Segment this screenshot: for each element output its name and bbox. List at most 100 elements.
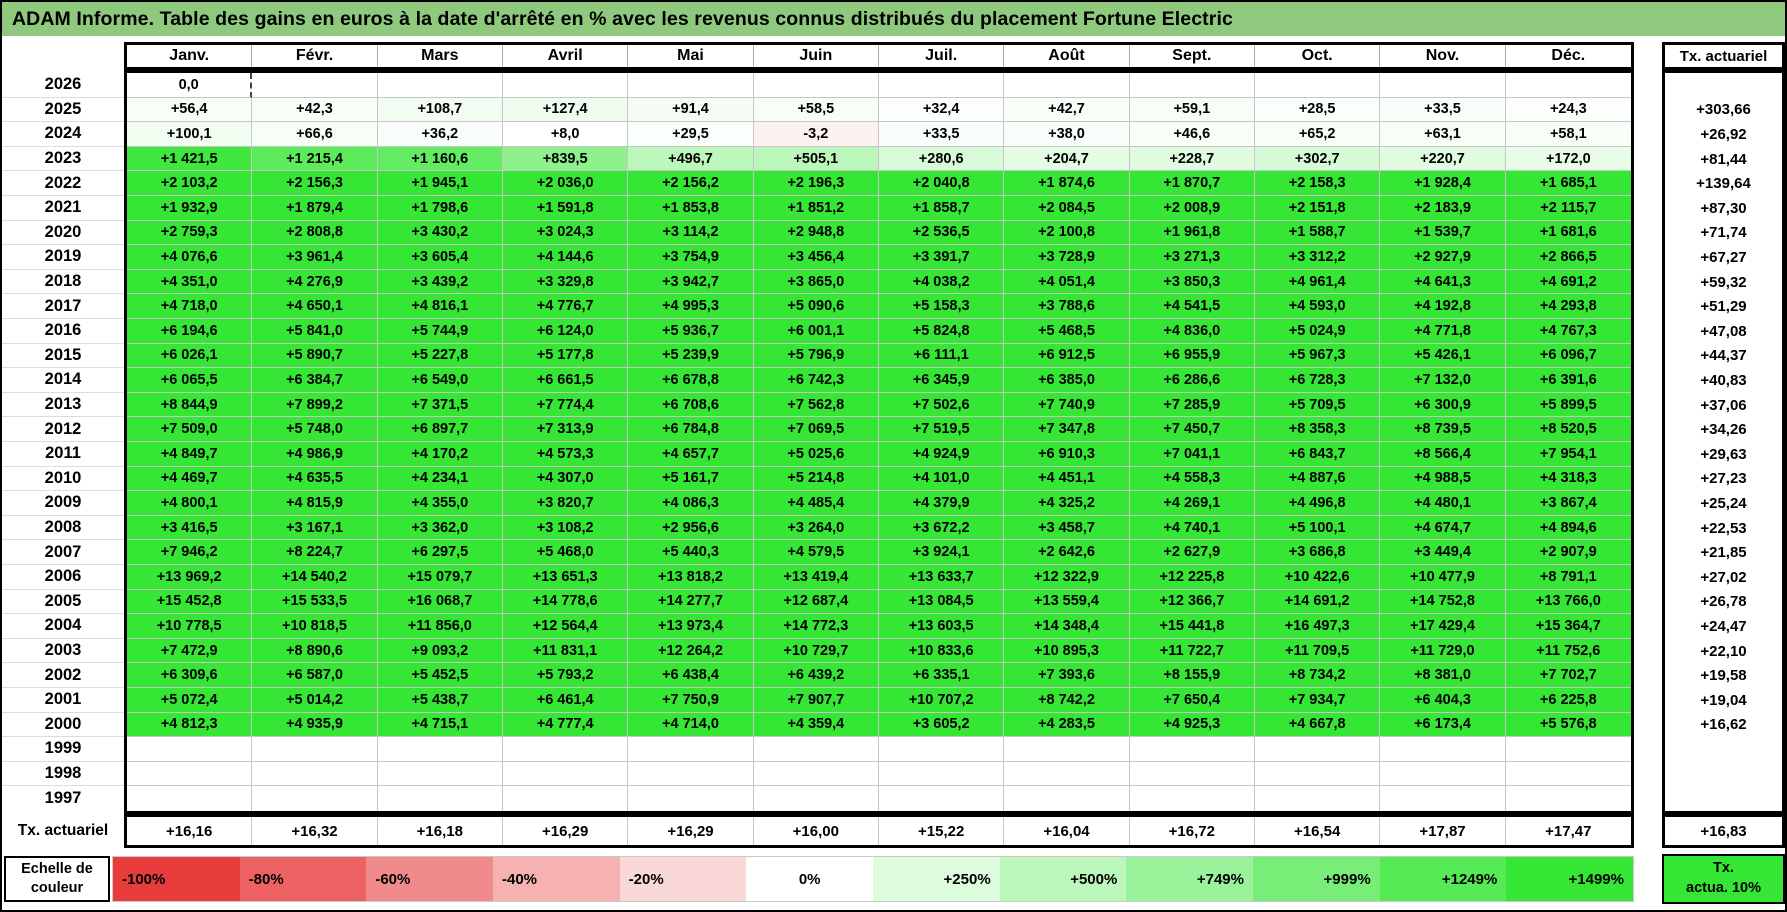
data-cell[interactable]: [127, 761, 253, 787]
data-cell[interactable]: +3 605,2: [879, 712, 1005, 738]
data-cell[interactable]: +7 702,7: [1505, 663, 1631, 688]
tx-actuariel-value[interactable]: +19,04: [1700, 691, 1747, 709]
data-cell[interactable]: [252, 73, 378, 98]
data-cell[interactable]: +91,4: [628, 97, 754, 123]
data-cell[interactable]: +5 426,1: [1380, 343, 1506, 369]
data-cell[interactable]: +3 458,7: [1004, 515, 1130, 541]
data-cell[interactable]: +4 351,0: [127, 269, 253, 295]
data-cell[interactable]: +11 752,6: [1505, 638, 1631, 664]
data-cell[interactable]: +1 421,5: [127, 146, 253, 172]
data-cell[interactable]: +108,7: [377, 97, 503, 123]
tx-actuariel-value[interactable]: +24,47: [1700, 617, 1747, 635]
data-cell[interactable]: +4 359,4: [753, 712, 879, 738]
data-cell[interactable]: +4 777,4: [503, 712, 629, 738]
data-cell[interactable]: +13 818,2: [628, 565, 754, 590]
data-cell[interactable]: +5 161,7: [628, 466, 754, 492]
data-cell[interactable]: +6 173,4: [1380, 712, 1506, 738]
data-cell[interactable]: +4 480,1: [1380, 491, 1506, 516]
data-cell[interactable]: +4 234,1: [377, 466, 503, 492]
data-cell[interactable]: +7 371,5: [377, 392, 503, 418]
data-cell[interactable]: +8 734,2: [1255, 663, 1381, 688]
data-cell[interactable]: +4 650,1: [252, 294, 378, 319]
data-cell[interactable]: +220,7: [1380, 146, 1506, 172]
data-cell[interactable]: +59,1: [1129, 97, 1255, 123]
data-cell[interactable]: +10 422,6: [1255, 565, 1381, 590]
tx-actuariel-value[interactable]: +21,85: [1700, 544, 1747, 562]
data-cell[interactable]: [879, 737, 1005, 762]
data-cell[interactable]: +1 945,1: [377, 171, 503, 196]
data-cell[interactable]: +13 559,4: [1004, 589, 1130, 615]
data-cell[interactable]: +4 144,6: [503, 245, 629, 270]
data-cell[interactable]: +2 103,2: [127, 171, 253, 196]
data-cell[interactable]: +11 729,0: [1380, 638, 1506, 664]
tx-actuariel-value[interactable]: +59,32: [1700, 273, 1747, 291]
data-cell[interactable]: +8 844,9: [127, 392, 253, 418]
data-cell[interactable]: +4 318,3: [1505, 466, 1631, 492]
year-label[interactable]: 2017: [2, 294, 124, 319]
data-cell[interactable]: +11 722,7: [1129, 638, 1255, 664]
data-cell[interactable]: +4 635,5: [252, 466, 378, 492]
data-cell[interactable]: +5 890,7: [252, 343, 378, 369]
data-cell[interactable]: +13 633,7: [879, 565, 1005, 590]
data-cell[interactable]: +4 815,9: [252, 491, 378, 516]
data-cell[interactable]: +7 041,1: [1129, 442, 1255, 467]
data-cell[interactable]: +7 519,5: [879, 417, 1005, 442]
data-cell[interactable]: +127,4: [503, 97, 629, 123]
year-label[interactable]: 2007: [2, 540, 124, 565]
scale-swatch[interactable]: -60%: [366, 857, 493, 901]
data-cell[interactable]: +7 393,6: [1004, 663, 1130, 688]
data-cell[interactable]: +2 036,0: [503, 171, 629, 196]
data-cell[interactable]: +4 849,7: [127, 442, 253, 467]
data-cell[interactable]: [628, 761, 754, 787]
data-cell[interactable]: +5 899,5: [1505, 392, 1631, 418]
data-cell[interactable]: [628, 73, 754, 98]
data-cell[interactable]: +3 329,8: [503, 269, 629, 295]
data-cell[interactable]: +3 754,9: [628, 245, 754, 270]
data-cell[interactable]: [503, 761, 629, 787]
data-cell[interactable]: [1255, 786, 1381, 811]
data-cell[interactable]: +13 084,5: [879, 589, 1005, 615]
data-cell[interactable]: +56,4: [127, 97, 253, 123]
data-cell[interactable]: +5 576,8: [1505, 712, 1631, 738]
month-header-cell[interactable]: Avril: [503, 45, 629, 67]
tx-actuariel-value[interactable]: +303,66: [1696, 101, 1751, 119]
tx-actuariel-value[interactable]: [1665, 786, 1782, 811]
data-cell[interactable]: +10 833,6: [879, 638, 1005, 664]
data-cell[interactable]: +7 313,9: [503, 417, 629, 442]
tx-actuariel-value[interactable]: +27,02: [1700, 568, 1747, 586]
data-cell[interactable]: +3 114,2: [628, 220, 754, 246]
data-cell[interactable]: +7 472,9: [127, 638, 253, 664]
data-cell[interactable]: +15 079,7: [377, 565, 503, 590]
data-cell[interactable]: +1 591,8: [503, 196, 629, 221]
data-cell[interactable]: +1 853,8: [628, 196, 754, 221]
data-cell[interactable]: +6 286,6: [1129, 368, 1255, 393]
data-cell[interactable]: +4 800,1: [127, 491, 253, 516]
data-cell[interactable]: +6 678,8: [628, 368, 754, 393]
data-cell[interactable]: +5 440,3: [628, 540, 754, 565]
footer-tx-cell[interactable]: +16,04: [1004, 817, 1130, 845]
data-cell[interactable]: +24,3: [1505, 97, 1631, 123]
data-cell[interactable]: +4 767,3: [1505, 319, 1631, 344]
data-cell[interactable]: +4 276,9: [252, 269, 378, 295]
data-cell[interactable]: [879, 761, 1005, 787]
data-cell[interactable]: +3 820,7: [503, 491, 629, 516]
data-cell[interactable]: +4 771,8: [1380, 319, 1506, 344]
data-cell[interactable]: +4 691,2: [1505, 269, 1631, 295]
data-cell[interactable]: +280,6: [879, 146, 1005, 172]
data-cell[interactable]: +1 961,8: [1129, 220, 1255, 246]
footer-tx-cell[interactable]: +16,00: [754, 817, 879, 845]
data-cell[interactable]: [1255, 761, 1381, 787]
footer-tx-cell[interactable]: +15,22: [879, 817, 1005, 845]
data-cell[interactable]: +16 497,3: [1255, 614, 1381, 639]
data-cell[interactable]: +6 335,1: [879, 663, 1005, 688]
data-cell[interactable]: [1505, 73, 1631, 98]
tx-actuariel-value[interactable]: +87,30: [1700, 199, 1747, 217]
year-label[interactable]: 2008: [2, 516, 124, 541]
data-cell[interactable]: +7 502,6: [879, 392, 1005, 418]
data-cell[interactable]: [377, 73, 503, 98]
data-cell[interactable]: [1505, 761, 1631, 787]
data-cell[interactable]: +33,5: [879, 122, 1005, 147]
tx-actuariel-value[interactable]: +22,53: [1700, 519, 1747, 537]
scale-swatch[interactable]: +999%: [1252, 857, 1380, 901]
data-cell[interactable]: -3,2: [753, 122, 879, 147]
